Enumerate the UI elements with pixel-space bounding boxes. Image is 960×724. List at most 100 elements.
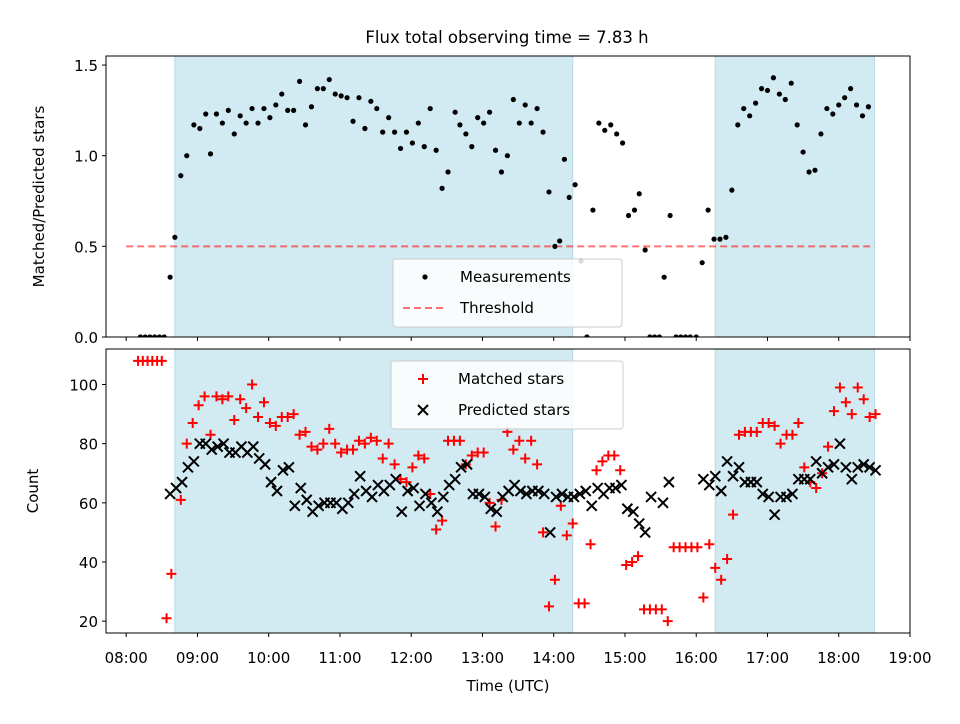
measurement-point (596, 120, 602, 126)
measurement-point (561, 156, 568, 162)
measurement-point (452, 109, 458, 115)
matched-stars-point (312, 444, 323, 455)
predicted-stars-point (390, 473, 402, 485)
measurement-point (656, 334, 663, 337)
measurement-point (156, 334, 163, 337)
predicted-stars-point (834, 437, 846, 450)
matched-stars-point (561, 530, 572, 541)
measurement-point (203, 111, 209, 117)
measurement-point (729, 187, 735, 193)
matched-stars-point (775, 438, 786, 449)
measurement-point (427, 105, 433, 112)
measurement-point (397, 145, 404, 152)
predicted-stars-point (615, 479, 628, 491)
matched-stars-point (336, 447, 347, 458)
predicted-stars-point (354, 470, 366, 482)
predicted-stars-point (277, 464, 289, 476)
legend-box (390, 360, 624, 430)
matched-stars-point (258, 397, 269, 408)
matched-stars-point (692, 542, 703, 553)
measurement-point (636, 191, 642, 197)
measurement-point (534, 105, 540, 112)
measurement-point (572, 182, 578, 188)
measurement-point (231, 131, 237, 137)
measurement-point (566, 194, 572, 201)
matched-stars-point (615, 465, 626, 476)
matched-stars-point (235, 394, 246, 405)
matched-stars-point (205, 429, 216, 440)
measurement-point (608, 122, 614, 128)
predicted-stars-point (609, 482, 622, 494)
measurement-point (172, 234, 178, 240)
matched-stars-point (508, 444, 519, 455)
measurement-point (631, 207, 638, 213)
matched-stars-point (330, 438, 341, 449)
measurement-point (510, 96, 516, 103)
measurement-point (279, 91, 285, 97)
measurement-point (602, 127, 608, 133)
predicted-stars-point (205, 443, 218, 456)
matched-stars-point (793, 417, 804, 428)
predicted-stars-point (413, 500, 426, 512)
measurement-point (445, 169, 451, 175)
matched-stars-point (217, 394, 228, 405)
matched-stars-point (353, 435, 364, 446)
measurement-point (457, 122, 463, 128)
matched-stars-point (264, 417, 275, 428)
measurement-point (647, 334, 653, 337)
measurement-point (699, 260, 705, 266)
legend-label: Predicted stars (458, 401, 570, 419)
measurement-point (249, 105, 255, 112)
matched-stars-point (579, 598, 590, 609)
shaded-interval (714, 55, 875, 338)
measurement-point (197, 125, 203, 132)
measurement-point (717, 236, 723, 242)
matched-stars-point (858, 394, 869, 405)
matched-stars-point (156, 355, 167, 366)
matched-stars-point (241, 403, 252, 414)
measurement-point (439, 185, 445, 191)
measurement-point (219, 120, 225, 126)
predicted-stars-point (295, 482, 307, 494)
measurement-point (782, 96, 788, 103)
matched-stars-point (166, 568, 177, 579)
predicted-stars-point (217, 437, 230, 450)
matched-stars-point (704, 539, 715, 550)
measurement-point (723, 234, 729, 240)
matched-stars-point (532, 459, 543, 470)
y-tick-label: 100 (69, 377, 98, 395)
measurement-point (687, 334, 693, 337)
measurement-point (285, 107, 291, 113)
matched-stars-point (401, 477, 412, 488)
matched-stars-point (282, 412, 293, 423)
predicted-stars-point (401, 485, 414, 497)
predicted-stars-point (586, 500, 598, 512)
measurement-point (391, 129, 398, 135)
predicted-stars-point (852, 461, 864, 474)
measurement-point (667, 212, 673, 219)
matched-stars-point (787, 429, 798, 440)
predicted-stars-point (419, 488, 432, 500)
predicted-stars-point (176, 476, 188, 488)
measurement-point (584, 334, 590, 337)
matched-stars-point (538, 527, 549, 538)
predicted-stars-point (657, 497, 669, 509)
y-tick-label: 1.5 (74, 57, 98, 75)
predicted-stars-point (863, 461, 876, 474)
measurement-point (386, 115, 392, 121)
predicted-stars-point (348, 488, 360, 500)
predicted-stars-point (840, 461, 852, 474)
measurement-point (735, 122, 741, 128)
measurement-point (753, 100, 759, 106)
matched-stars-point (454, 435, 465, 446)
measurement-point (167, 274, 173, 280)
matched-stars-point (662, 616, 673, 627)
measurement-point (332, 91, 338, 97)
matched-stars-point (698, 592, 709, 603)
predicted-stars-point (259, 458, 271, 471)
matched-stars-point (716, 574, 727, 585)
matched-stars-point (389, 459, 400, 470)
x-tick-label: 11:00 (318, 649, 361, 667)
predicted-stars-point (538, 488, 550, 500)
measurement-point (421, 144, 427, 150)
